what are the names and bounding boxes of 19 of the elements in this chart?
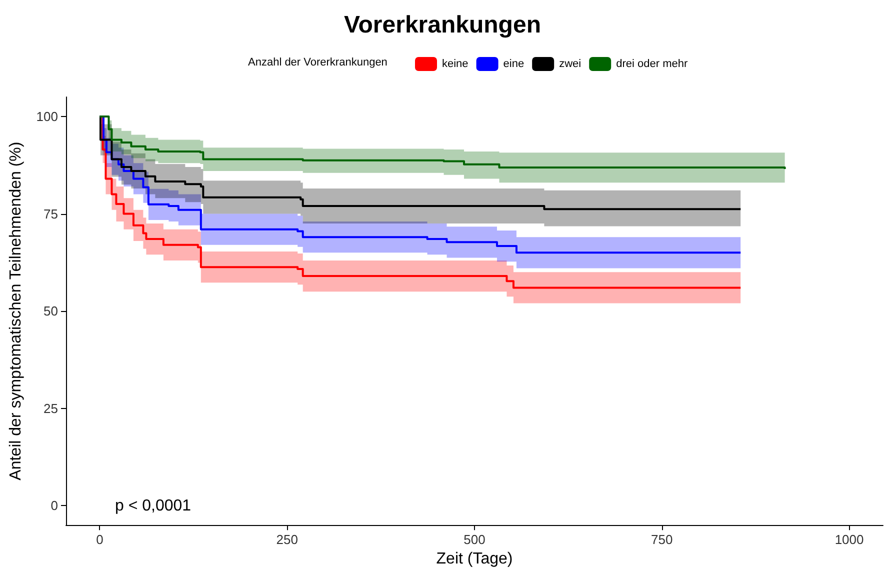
legend-label: keine	[442, 58, 468, 70]
y-tick-label: 0	[50, 498, 58, 514]
x-tick-label: 0	[96, 532, 104, 548]
x-tick-label: 750	[651, 532, 673, 548]
annotation: p < 0,0001	[115, 498, 192, 514]
y-tick-label: 25	[44, 400, 58, 416]
y-tick-label: 100	[36, 108, 58, 124]
x-tick-label: 250	[276, 532, 298, 548]
chart-title: Vorerkrankungen	[344, 12, 541, 38]
legend-title: Anzahl der Vorerkrankungen	[248, 56, 388, 68]
x-tick-label: 500	[464, 532, 486, 548]
y-tick-label: 75	[44, 206, 58, 222]
y-axis-title: Anteil der symptomatischen Teilnehmenden (%)	[8, 142, 24, 480]
y-tick-label: 50	[44, 304, 58, 319]
legend-label: drei oder mehr	[616, 58, 688, 70]
legend-label: eine	[503, 58, 524, 70]
x-axis-title: Zeit (Tage)	[436, 550, 513, 568]
legend-label: zwei	[559, 58, 582, 70]
x-tick-label: 1000	[834, 532, 864, 548]
